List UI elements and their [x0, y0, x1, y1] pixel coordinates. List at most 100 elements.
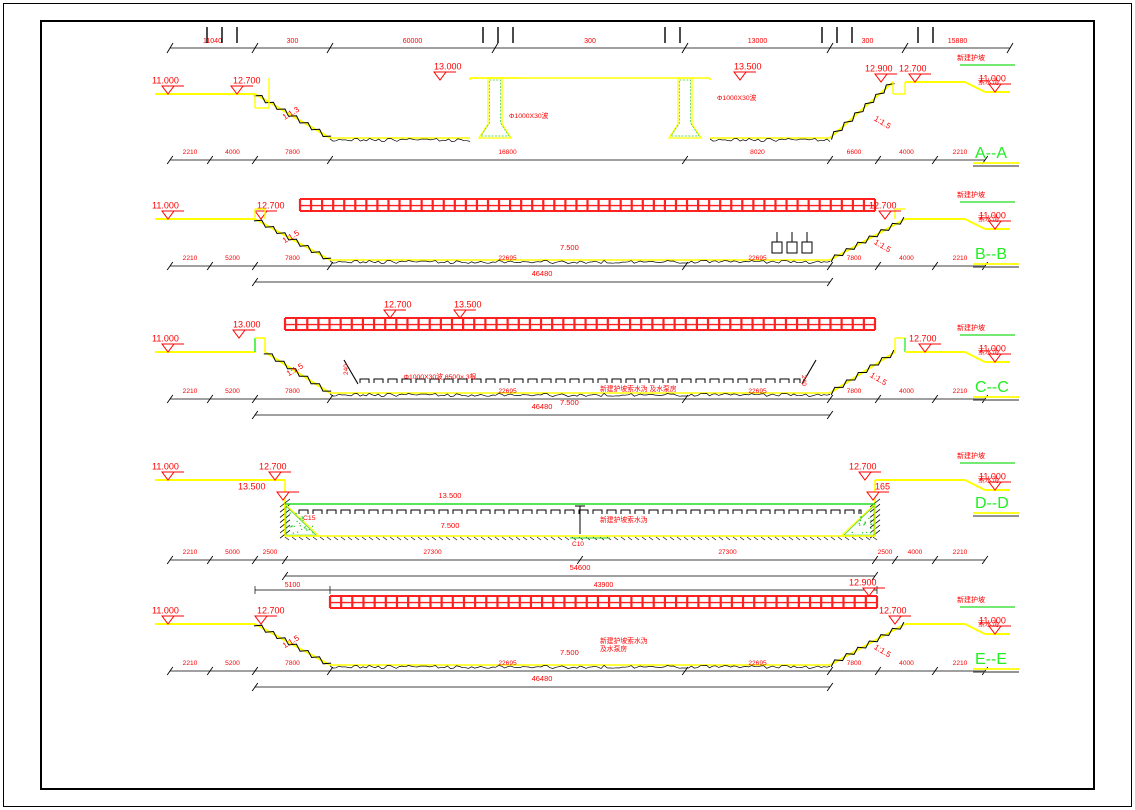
svg-text:27300: 27300	[718, 549, 737, 556]
svg-text:4000: 4000	[899, 255, 914, 262]
svg-text:5200: 5200	[225, 255, 240, 262]
svg-text:新建护坡: 新建护坡	[957, 53, 985, 62]
svg-text:2210: 2210	[183, 388, 198, 395]
svg-text:新建护坡: 新建护坡	[957, 595, 985, 604]
svg-text:5200: 5200	[225, 660, 240, 667]
svg-text:7800: 7800	[285, 660, 300, 667]
svg-text:4000: 4000	[899, 149, 914, 156]
svg-text:2500: 2500	[263, 549, 278, 556]
svg-text:13.000: 13.000	[233, 320, 261, 330]
svg-text:12.700: 12.700	[879, 606, 907, 616]
svg-text:1:1.5: 1:1.5	[868, 370, 888, 387]
svg-text:300: 300	[584, 38, 596, 45]
svg-text:E--E: E--E	[975, 651, 1007, 668]
svg-text:5000: 5000	[225, 549, 240, 556]
svg-text:300: 300	[287, 38, 299, 45]
svg-text:新建护坡索水沩: 新建护坡索水沩	[600, 515, 648, 524]
svg-text:新建护坡: 新建护坡	[957, 323, 985, 332]
svg-text:11.000: 11.000	[152, 606, 179, 616]
svg-text:及水泵房: 及水泵房	[600, 644, 627, 653]
svg-text:2210: 2210	[953, 149, 968, 156]
svg-text:12.900: 12.900	[849, 578, 877, 588]
svg-text:22695: 22695	[498, 660, 517, 667]
svg-text:6600: 6600	[847, 149, 862, 156]
svg-text:7800: 7800	[847, 388, 862, 395]
svg-text:22695: 22695	[748, 660, 767, 667]
svg-text:7800: 7800	[847, 660, 862, 667]
svg-text:新建护坡: 新建护坡	[957, 451, 985, 460]
svg-text:12.700: 12.700	[257, 606, 285, 616]
svg-text:5100: 5100	[285, 582, 301, 589]
svg-text:11.000: 11.000	[152, 334, 179, 344]
svg-text:240: 240	[343, 364, 350, 375]
svg-text:22695: 22695	[498, 388, 517, 395]
svg-text:12.700: 12.700	[849, 462, 877, 472]
svg-text:165: 165	[875, 482, 890, 492]
svg-text:7800: 7800	[285, 149, 300, 156]
svg-text:8020: 8020	[750, 149, 765, 156]
svg-text:7800: 7800	[847, 255, 862, 262]
svg-text:15880: 15880	[948, 38, 968, 45]
svg-text:2210: 2210	[953, 255, 968, 262]
svg-text:54600: 54600	[570, 563, 591, 572]
svg-text:12.700: 12.700	[869, 201, 897, 211]
svg-text:1:1.5: 1:1.5	[872, 114, 892, 131]
svg-text:A--A: A--A	[975, 145, 1007, 162]
svg-text:7.500: 7.500	[560, 243, 579, 252]
svg-text:12.700: 12.700	[233, 76, 261, 86]
svg-text:12.700: 12.700	[384, 300, 412, 310]
svg-text:4000: 4000	[899, 660, 914, 667]
svg-text:11.000: 11.000	[152, 76, 179, 86]
svg-text:索水沩: 索水沩	[978, 77, 999, 86]
svg-text:4000: 4000	[899, 388, 914, 395]
svg-text:22695: 22695	[498, 255, 517, 262]
svg-text:13000: 13000	[748, 38, 768, 45]
svg-text:4000: 4000	[225, 149, 240, 156]
svg-text:7.500: 7.500	[560, 648, 579, 657]
svg-text:7800: 7800	[285, 255, 300, 262]
svg-text:1:1.5: 1:1.5	[872, 642, 892, 659]
svg-text:新建护坡索水沩: 新建护坡索水沩	[600, 636, 648, 645]
svg-text:7.500: 7.500	[441, 521, 460, 530]
svg-text:2210: 2210	[183, 255, 198, 262]
svg-text:1:1.5: 1:1.5	[872, 237, 892, 254]
svg-text:12.700: 12.700	[899, 64, 927, 74]
svg-text:索水沩: 索水沩	[978, 475, 999, 484]
svg-text:2210: 2210	[183, 660, 198, 667]
svg-text:新建护坡索水沩 及水泵房: 新建护坡索水沩 及水泵房	[600, 384, 677, 393]
svg-text:C--C: C--C	[975, 379, 1009, 396]
svg-text:46480: 46480	[532, 402, 553, 411]
svg-text:2210: 2210	[183, 149, 198, 156]
svg-text:5200: 5200	[225, 388, 240, 395]
svg-text:13.500: 13.500	[439, 491, 462, 500]
svg-text:C10: C10	[572, 541, 584, 548]
svg-text:7800: 7800	[285, 388, 300, 395]
svg-text:C15: C15	[303, 515, 316, 522]
svg-text:240: 240	[800, 375, 807, 386]
svg-text:11.000: 11.000	[152, 201, 179, 211]
svg-text:46480: 46480	[532, 269, 553, 278]
svg-text:12.900: 12.900	[865, 64, 893, 74]
svg-text:60000: 60000	[403, 38, 423, 45]
svg-text:Φ1000X30波: Φ1000X30波	[717, 93, 757, 102]
svg-text:2500: 2500	[878, 549, 893, 556]
svg-text:22695: 22695	[748, 255, 767, 262]
svg-text:索水沩: 索水沩	[978, 619, 999, 628]
svg-text:300: 300	[862, 38, 874, 45]
svg-text:索水沩: 索水沩	[978, 214, 999, 223]
svg-text:27300: 27300	[423, 549, 442, 556]
svg-text:2210: 2210	[183, 549, 198, 556]
svg-text:22695: 22695	[748, 388, 767, 395]
svg-text:43900: 43900	[594, 582, 614, 589]
svg-text:索水沩: 索水沩	[978, 347, 999, 356]
svg-text:11.000: 11.000	[152, 462, 179, 472]
svg-text:2210: 2210	[953, 549, 968, 556]
svg-text:新建护坡: 新建护坡	[957, 190, 985, 199]
svg-text:13.500: 13.500	[454, 300, 482, 310]
svg-text:2210: 2210	[953, 660, 968, 667]
svg-text:4000: 4000	[908, 549, 923, 556]
svg-text:11040: 11040	[203, 38, 222, 45]
svg-text:B--B: B--B	[975, 246, 1007, 263]
svg-text:2210: 2210	[953, 388, 968, 395]
svg-text:13.500: 13.500	[238, 482, 266, 492]
